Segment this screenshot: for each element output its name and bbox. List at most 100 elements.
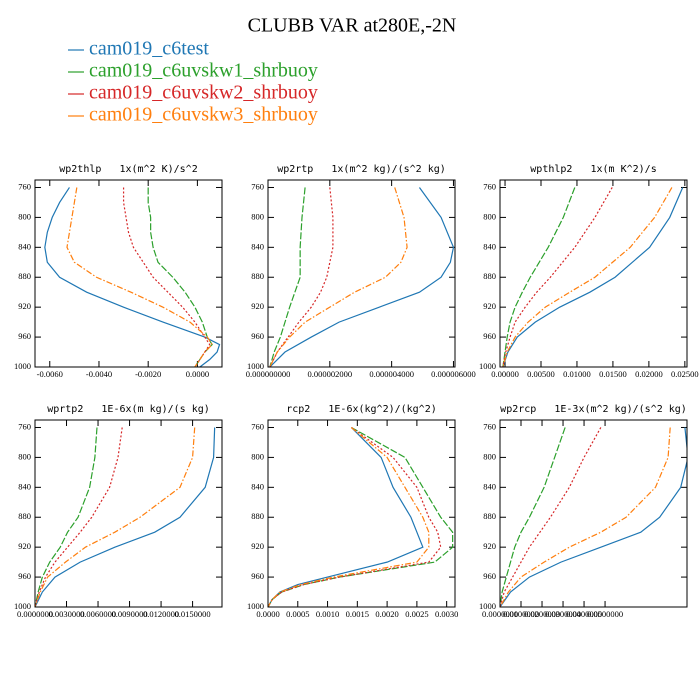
series-line bbox=[500, 427, 566, 607]
y-tick-label: 1000 bbox=[247, 361, 264, 371]
y-tick-label: 920 bbox=[18, 301, 31, 311]
series-line bbox=[44, 187, 221, 367]
y-tick-label: 880 bbox=[483, 511, 496, 521]
y-tick-label: 960 bbox=[18, 331, 31, 341]
x-tick-label: 0.0005 bbox=[286, 609, 309, 619]
y-tick-label: 760 bbox=[483, 181, 496, 191]
y-tick-label: 1000 bbox=[14, 361, 31, 371]
x-tick-label: 0.0000 bbox=[186, 369, 209, 379]
y-tick-label: 760 bbox=[18, 181, 31, 191]
legend-label: cam019_c6uvskw2_shrbuoy bbox=[89, 82, 318, 104]
y-tick-label: 1000 bbox=[479, 601, 496, 611]
y-tick-label: 960 bbox=[483, 331, 496, 341]
series-line bbox=[269, 187, 455, 367]
x-tick-label: 0.0500000 bbox=[587, 609, 623, 619]
plot-frame bbox=[499, 419, 688, 608]
x-tick-label: 0.01500 bbox=[599, 369, 627, 379]
x-tick-label: -0.0040 bbox=[86, 369, 112, 379]
series-line bbox=[268, 427, 424, 607]
y-tick-label: 960 bbox=[483, 571, 496, 581]
y-tick-label: 960 bbox=[18, 571, 31, 581]
x-tick-label: 0.0300000 bbox=[545, 609, 581, 619]
series-line bbox=[502, 187, 576, 367]
panel-title: wpthlp2 1x(m K^2)/s bbox=[530, 164, 656, 175]
y-tick-label: 840 bbox=[18, 241, 31, 251]
y-tick-label: 920 bbox=[483, 301, 496, 311]
x-tick-label: 0.0025 bbox=[405, 609, 428, 619]
x-tick-label: -0.0060 bbox=[37, 369, 63, 379]
plot-frame bbox=[267, 419, 456, 608]
series-line bbox=[269, 187, 408, 367]
x-tick-label: 0.000000000 bbox=[246, 369, 291, 379]
series-line bbox=[502, 187, 613, 367]
series-line bbox=[35, 427, 123, 607]
plot-frame bbox=[34, 179, 223, 368]
y-tick-label: 920 bbox=[483, 541, 496, 551]
y-tick-label: 1000 bbox=[479, 361, 496, 371]
series-line bbox=[35, 427, 196, 607]
y-tick-label: 760 bbox=[18, 421, 31, 431]
y-tick-label: 800 bbox=[483, 211, 496, 221]
y-tick-label: 800 bbox=[18, 211, 31, 221]
x-tick-label: -0.0020 bbox=[135, 369, 161, 379]
x-tick-label: 0.00000 bbox=[491, 369, 519, 379]
series-line bbox=[35, 427, 98, 607]
series-line bbox=[122, 187, 211, 367]
series-line bbox=[502, 187, 684, 367]
series-line bbox=[268, 426, 442, 607]
legend-label: cam019_c6uvskw1_shrbuoy bbox=[89, 60, 318, 82]
y-tick-label: 800 bbox=[483, 451, 496, 461]
x-tick-label: 0.000002000 bbox=[308, 369, 353, 379]
x-tick-label: 0.0100000 bbox=[503, 609, 539, 619]
panel-title: wp2thlp 1x(m^2 K)/s^2 bbox=[59, 164, 197, 175]
series-line bbox=[502, 187, 673, 367]
y-tick-label: 1000 bbox=[14, 601, 31, 611]
series-line bbox=[500, 427, 687, 607]
y-tick-label: 920 bbox=[251, 541, 264, 551]
y-tick-label: 920 bbox=[18, 541, 31, 551]
x-tick-label: 0.01000 bbox=[563, 369, 591, 379]
legend-label: cam019_c6uvskw3_shrbuoy bbox=[89, 104, 318, 126]
x-tick-label: 0.0020 bbox=[375, 609, 398, 619]
plot-frame bbox=[34, 419, 223, 608]
x-tick-label: 0.0015 bbox=[346, 609, 369, 619]
y-tick-label: 960 bbox=[251, 571, 264, 581]
x-tick-label: 0.0030 bbox=[435, 609, 458, 619]
x-tick-label: 0.000006000 bbox=[431, 369, 476, 379]
x-tick-label: 0.0000000 bbox=[17, 609, 53, 619]
y-tick-label: 880 bbox=[251, 511, 264, 521]
x-tick-label: 0.000004000 bbox=[369, 369, 414, 379]
panel-title: wp2rtp 1x(m^2 kg)/(s^2 kg) bbox=[277, 164, 446, 175]
y-tick-label: 800 bbox=[18, 451, 31, 461]
y-tick-label: 760 bbox=[251, 181, 264, 191]
x-tick-label: 0.0400000 bbox=[566, 609, 602, 619]
y-tick-label: 960 bbox=[251, 331, 264, 341]
x-tick-label: 0.0060000 bbox=[80, 609, 116, 619]
series-line bbox=[35, 427, 216, 607]
y-tick-label: 840 bbox=[251, 241, 264, 251]
series-line bbox=[66, 187, 213, 367]
x-tick-label: 0.0090000 bbox=[111, 609, 147, 619]
x-tick-label: 0.0000 bbox=[256, 609, 279, 619]
plot-frame bbox=[499, 179, 688, 368]
figure-title: CLUBB VAR at280E,-2N bbox=[248, 15, 457, 37]
x-tick-label: 0.0000000 bbox=[482, 609, 518, 619]
x-tick-label: 0.0200000 bbox=[524, 609, 560, 619]
x-tick-label: 0.0010 bbox=[316, 609, 339, 619]
x-tick-label: 0.00500 bbox=[527, 369, 555, 379]
x-tick-label: 0.0150000 bbox=[175, 609, 211, 619]
legend-label: cam019_c6test bbox=[89, 38, 209, 60]
panel-title: rcp2 1E-6x(kg^2)/(kg^2) bbox=[286, 404, 437, 415]
y-tick-label: 760 bbox=[251, 421, 264, 431]
x-tick-label: 0.0120000 bbox=[143, 609, 179, 619]
panel-title: wprtp2 1E-6x(m kg)/(s kg) bbox=[47, 404, 210, 415]
y-tick-label: 880 bbox=[18, 511, 31, 521]
y-tick-label: 840 bbox=[483, 241, 496, 251]
y-tick-label: 880 bbox=[251, 271, 264, 281]
panel-title: wp2rcp 1E-3x(m^2 kg)/(s^2 kg) bbox=[500, 404, 687, 415]
plot-frame bbox=[267, 179, 456, 368]
y-tick-label: 840 bbox=[18, 481, 31, 491]
y-tick-label: 760 bbox=[483, 421, 496, 431]
